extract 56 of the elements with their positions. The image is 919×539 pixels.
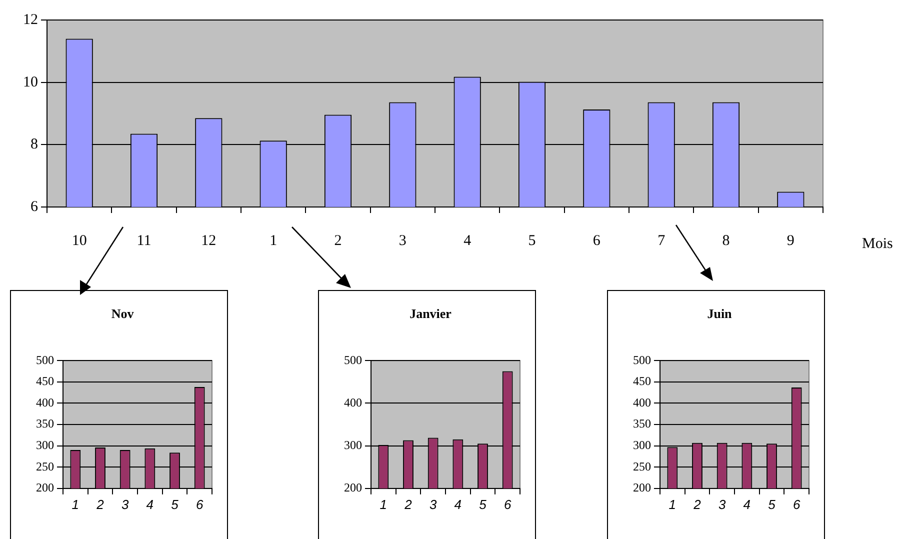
x-tick-label: 5: [768, 496, 776, 512]
x-tick-label: 4: [146, 496, 154, 512]
x-tick-label: 6: [792, 496, 801, 512]
x-tick-label: 3: [429, 496, 438, 512]
x-tick-label: 2: [404, 496, 413, 512]
x-tick-label: 2: [96, 496, 105, 512]
x-tick-label: 4: [454, 496, 462, 512]
y-tick-label: 350: [36, 416, 54, 431]
x-tick-label: 5: [479, 496, 488, 512]
y-tick-label: 200: [344, 480, 362, 495]
x-tick-label: 1: [72, 496, 80, 512]
x-tick-label: 3: [121, 496, 130, 512]
x-tick-label: 2: [334, 232, 342, 249]
x-tick-label: 3: [398, 232, 406, 249]
y-tick-label: 8: [30, 136, 38, 153]
x-axis-title: Mois: [862, 236, 893, 253]
y-tick-label: 250: [36, 459, 54, 474]
y-tick-label: 200: [633, 480, 651, 495]
x-tick-label: 9: [786, 232, 794, 249]
x-tick-label: 12: [201, 232, 216, 249]
x-tick-label: 2: [692, 496, 702, 512]
y-tick-label: 10: [23, 74, 38, 90]
x-tick-label: 1: [380, 496, 388, 512]
y-tick-label: 500: [633, 352, 651, 367]
x-tick-label: 5: [171, 496, 180, 512]
y-tick-label: 200: [36, 480, 54, 495]
y-tick-label: 300: [36, 438, 54, 452]
y-tick-label: 450: [36, 374, 54, 388]
x-tick-label: 3: [718, 496, 726, 512]
chart-title: Janvier: [410, 306, 452, 322]
chart-title: Juin: [707, 306, 733, 322]
y-tick-label: 350: [633, 416, 651, 431]
x-tick-label: 4: [743, 496, 751, 512]
x-tick-label: 6: [504, 496, 512, 512]
y-tick-label: 500: [36, 352, 54, 367]
chart-title: Nov: [111, 306, 134, 322]
y-tick-label: 6: [30, 198, 38, 215]
y-tick-label: 400: [344, 395, 362, 410]
y-tick-label: 12: [23, 12, 38, 28]
x-tick-label: 6: [196, 496, 204, 512]
x-tick-label: 10: [72, 232, 87, 249]
x-tick-label: 1: [270, 232, 278, 249]
y-tick-label: 300: [633, 438, 651, 452]
y-tick-label: 450: [633, 374, 651, 388]
x-tick-label: 4: [464, 232, 472, 249]
x-tick-label: 5: [528, 232, 536, 249]
x-tick-label: 11: [136, 232, 152, 249]
x-tick-label: 7: [658, 232, 666, 249]
x-tick-label: 6: [592, 232, 601, 249]
y-tick-label: 250: [633, 459, 651, 474]
y-tick-label: 400: [633, 395, 651, 410]
x-tick-label: 8: [722, 232, 730, 249]
y-tick-label: 500: [344, 352, 362, 367]
y-tick-label: 400: [36, 395, 54, 410]
y-tick-label: 300: [344, 438, 362, 452]
x-tick-label: 1: [668, 496, 676, 512]
